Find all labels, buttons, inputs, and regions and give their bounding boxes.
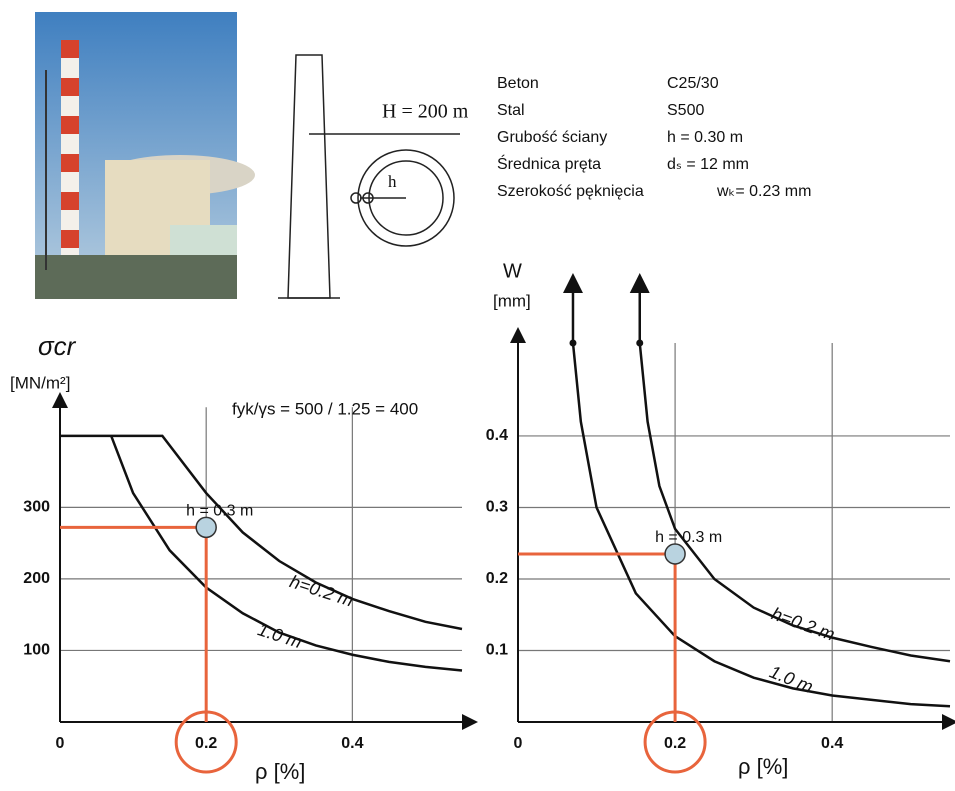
x-tick-label: 0	[56, 735, 65, 752]
table-value: wₖ= 0.23 mm	[716, 183, 811, 200]
y-tick-label: 0.3	[486, 499, 508, 516]
table-label: Beton	[497, 75, 539, 92]
table-value: C25/30	[667, 75, 719, 92]
y-tick-label: 300	[23, 499, 50, 516]
table-label: Średnica pręta	[497, 154, 601, 173]
table-label: Szerokość pęknięcia	[497, 183, 644, 200]
chimney-diagram	[278, 55, 460, 298]
table-value: dₛ = 12 mm	[667, 156, 749, 173]
y-axis-label: [mm]	[493, 291, 531, 310]
y-tick-label: 0.1	[486, 642, 508, 659]
table-label: Grubość ściany	[497, 129, 607, 146]
page: H = 200 m h Beton C25/30 Stal S500 Grubość ś…	[0, 0, 955, 791]
x-axis-label: ρ [%]	[255, 759, 305, 784]
curve-label: h=0.2 m	[769, 603, 837, 644]
x-tick-label: 0.4	[341, 735, 363, 752]
y-tick-label: 0.2	[486, 570, 508, 587]
table-label: Stal	[497, 102, 525, 119]
curve-label: 1.0 m	[767, 662, 816, 697]
x-tick-label: 0.2	[195, 735, 217, 752]
point	[196, 517, 216, 537]
table-value: S500	[667, 102, 704, 119]
y-tick-label: 0.4	[486, 427, 508, 444]
curve-label: 1.0 m	[255, 619, 304, 652]
curve-dot	[569, 340, 576, 347]
height-label: H = 200 m	[382, 101, 469, 123]
point-label: h = 0.3 m	[655, 529, 722, 546]
y-tick-label: 100	[23, 642, 50, 659]
x-tick-label: 0.4	[821, 735, 843, 752]
y-axis-label: [MN/m²]	[10, 373, 70, 392]
x-axis-label: ρ [%]	[738, 754, 788, 779]
point	[665, 544, 685, 564]
y-tick-label: 200	[23, 570, 50, 587]
x-tick-label: 0.2	[664, 735, 686, 752]
info-table: Beton C25/30 Stal S500 Grubość ściany h = 0.3…	[497, 75, 811, 200]
curve	[60, 436, 462, 629]
x-tick-label: 0	[514, 735, 523, 752]
curve-dot	[636, 340, 643, 347]
chart-title: W	[503, 260, 522, 282]
curve-label: h=0.2 m	[287, 571, 356, 610]
chart-title: σcr	[38, 331, 77, 361]
table-value: h = 0.30 m	[667, 129, 743, 146]
thickness-label: h	[388, 172, 397, 191]
annotation: fyk/γs = 500 / 1.25 = 400	[232, 399, 418, 418]
photo	[35, 12, 255, 299]
point-label: h = 0.3 m	[186, 503, 253, 520]
